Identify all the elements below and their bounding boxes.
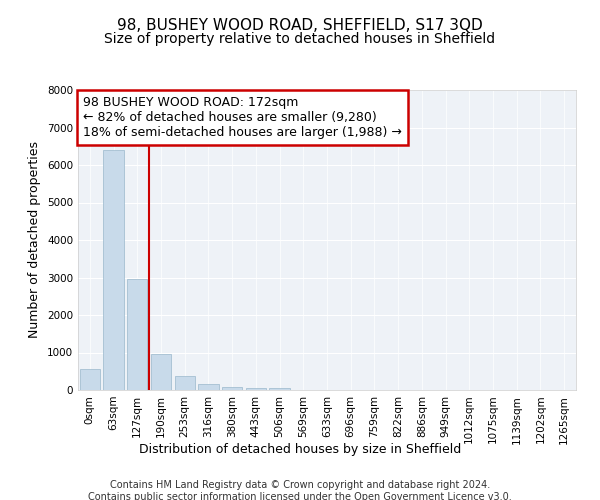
- Bar: [199, 384, 218, 390]
- Bar: [80, 370, 100, 390]
- Text: 98, BUSHEY WOOD ROAD, SHEFFIELD, S17 3QD: 98, BUSHEY WOOD ROAD, SHEFFIELD, S17 3QD: [117, 18, 483, 32]
- Text: Distribution of detached houses by size in Sheffield: Distribution of detached houses by size …: [139, 442, 461, 456]
- Bar: [269, 388, 290, 390]
- Text: Size of property relative to detached houses in Sheffield: Size of property relative to detached ho…: [104, 32, 496, 46]
- Bar: [246, 388, 266, 390]
- Text: Contains HM Land Registry data © Crown copyright and database right 2024.
Contai: Contains HM Land Registry data © Crown c…: [88, 480, 512, 500]
- Text: 98 BUSHEY WOOD ROAD: 172sqm
← 82% of detached houses are smaller (9,280)
18% of : 98 BUSHEY WOOD ROAD: 172sqm ← 82% of det…: [83, 96, 402, 139]
- Bar: [103, 150, 124, 390]
- Bar: [222, 386, 242, 390]
- Y-axis label: Number of detached properties: Number of detached properties: [28, 142, 41, 338]
- Bar: [151, 354, 171, 390]
- Bar: [175, 376, 195, 390]
- Bar: [127, 280, 148, 390]
